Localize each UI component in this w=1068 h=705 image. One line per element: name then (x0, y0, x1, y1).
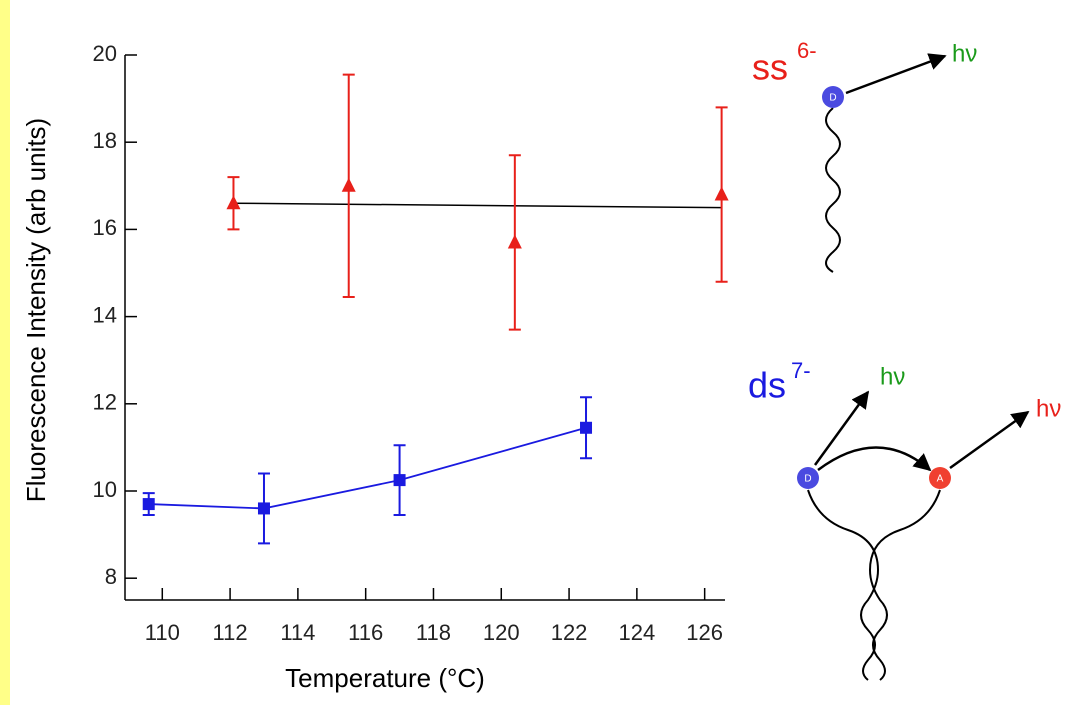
strand (807, 489, 880, 681)
acceptor-label: A (937, 474, 944, 485)
x-tick-label: 112 (213, 620, 248, 645)
emission: hν (1036, 395, 1061, 422)
x-tick-label: 120 (483, 620, 520, 645)
arrow (845, 53, 947, 95)
y-tick-label: 16 (93, 215, 117, 240)
donor-dye (822, 86, 844, 108)
data-point (142, 498, 155, 511)
data-point (257, 502, 270, 515)
series-line (148, 426, 587, 510)
ss-diagram: D ss 6- hν (752, 38, 977, 273)
arrow (813, 390, 870, 466)
x-axis-label: Temperature (°C) (285, 663, 485, 693)
x-tick-label: 114 (280, 620, 315, 645)
x-tick-label: 116 (348, 620, 383, 645)
ss-charge: 6- (797, 38, 817, 63)
x-tick-label: 122 (551, 620, 588, 645)
strand (868, 489, 941, 681)
data-point (507, 234, 522, 249)
fit-line (233, 202, 722, 209)
x-tick-label: 124 (619, 620, 656, 645)
arrow (949, 410, 1030, 470)
ds-diagram: D A ds 7- hν hν (748, 358, 1061, 681)
y-tick-label: 10 (93, 477, 117, 502)
y-tick-label: 20 (93, 41, 117, 66)
donor-label: D (804, 474, 811, 485)
donor-dye (797, 467, 819, 489)
y-tick-label: 14 (93, 302, 117, 327)
y-tick-label: 8 (105, 564, 117, 589)
ds-label: ds (748, 365, 786, 406)
data-point (393, 474, 406, 487)
emission: hν (880, 363, 905, 390)
data-point (714, 186, 729, 201)
ds-charge: 7- (791, 358, 811, 383)
transfer-arrow (817, 446, 932, 472)
strand (825, 107, 841, 273)
x-tick-label: 118 (416, 620, 451, 645)
x-tick-label: 126 (686, 620, 723, 645)
y-tick-label: 12 (93, 390, 117, 415)
data-point (341, 177, 356, 192)
y-tick-label: 18 (93, 128, 117, 153)
y-axis-label: Fluorescence Intensity (arb units) (21, 118, 51, 502)
donor-label: D (829, 93, 836, 104)
emission: hν (952, 40, 977, 67)
side-strip (0, 0, 10, 705)
ss-label: ss (752, 47, 788, 88)
x-tick-label: 110 (145, 620, 180, 645)
acceptor-dye (929, 467, 951, 489)
data-point (226, 195, 241, 210)
data-point (580, 421, 593, 434)
